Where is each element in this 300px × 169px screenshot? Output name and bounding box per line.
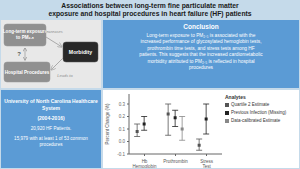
html-text:Long-term exposure to PM₂.₅ is: Long-term exposure to PM₂.₅ is associate…	[139, 33, 263, 70]
svg-text:Hospital Procedures: Hospital Procedures	[8, 70, 50, 75]
html-text:Quartile 2 Estimate: Quartile 2 Estimate	[231, 102, 270, 107]
html-text:(2004-2016): (2004-2016)	[37, 115, 65, 121]
html-text:Conclusion: Conclusion	[183, 23, 219, 30]
svg-text:StressTest: StressTest	[200, 159, 214, 168]
html-text:University of North Carolina H: University of North Carolina Healthcare …	[4, 98, 98, 111]
html-text:15,979 with at least 1 of 53 c: 15,979 with at least 1 of 53 common proc…	[14, 135, 88, 147]
svg-text:Long-term exposureto PM₂.₅: Long-term exposureto PM₂.₅	[8, 29, 48, 40]
html-text:20,920 HF Patients.: 20,920 HF Patients.	[30, 125, 72, 131]
svg-text:-0.1: -0.1	[117, 152, 125, 157]
svg-text:HbHemoglobin: HbHemoglobin	[132, 159, 157, 168]
svg-text:0.1: 0.1	[119, 127, 126, 132]
html-text:Data-calibrated Estimate: Data-calibrated Estimate	[231, 118, 281, 123]
html-text:Associations between long-term: Associations between long-term fine part…	[48, 2, 252, 17]
svg-text:Morbidity: Morbidity	[69, 49, 92, 55]
svg-text:0.3: 0.3	[119, 102, 126, 107]
svg-text:0.2: 0.2	[119, 114, 126, 119]
svg-text:?: ?	[17, 51, 21, 57]
svg-text:0.0: 0.0	[119, 139, 126, 144]
html-text:Previous Infection (Missing): Previous Infection (Missing)	[231, 110, 287, 115]
svg-text:Leads to: Leads to	[57, 73, 73, 78]
svg-text:Increases: Increases	[45, 29, 62, 34]
svg-text:Percent Change (%): Percent Change (%)	[105, 103, 110, 144]
svg-text:Prothrombin: Prothrombin	[163, 159, 188, 164]
html-text:Analytes: Analytes	[225, 94, 246, 100]
